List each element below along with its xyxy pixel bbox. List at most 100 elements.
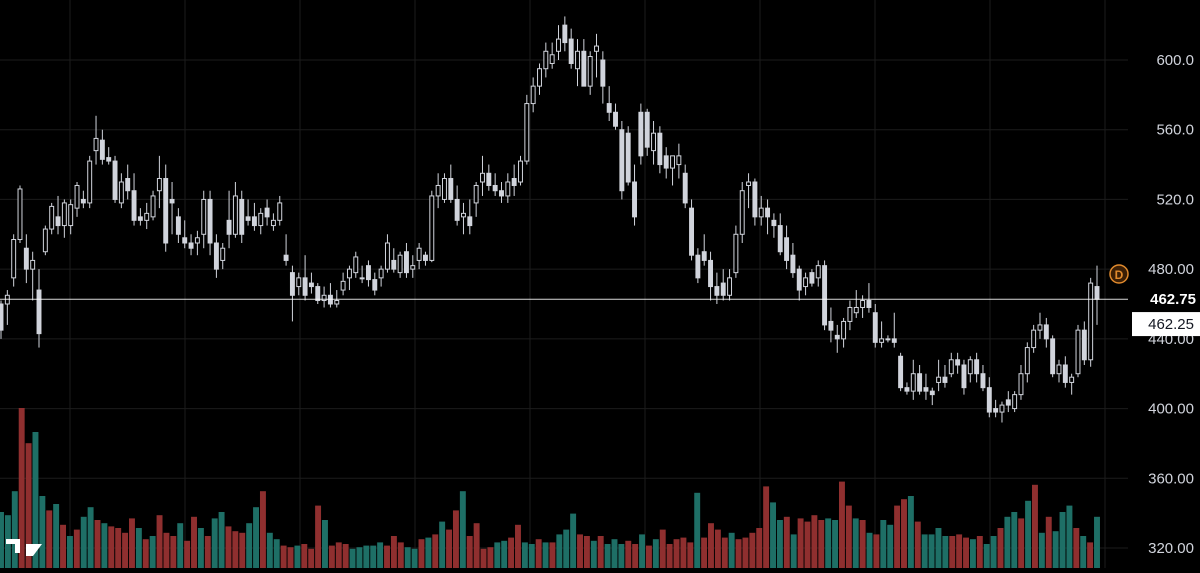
volume-bar xyxy=(60,524,67,568)
candle xyxy=(739,182,745,243)
candle xyxy=(397,251,403,278)
candle xyxy=(429,190,435,263)
volume-bar xyxy=(618,544,625,568)
candle-body xyxy=(885,338,891,341)
volume-bar xyxy=(556,534,563,568)
volume-bar xyxy=(294,545,301,568)
candle xyxy=(961,359,967,395)
candle xyxy=(537,63,542,95)
volume-bar xyxy=(487,547,494,568)
candle-body xyxy=(410,265,416,270)
candle xyxy=(1018,365,1024,400)
volume-bar xyxy=(232,531,239,568)
candle-body xyxy=(473,184,479,204)
volume-bar xyxy=(32,432,39,568)
candle-body xyxy=(201,198,207,235)
candle xyxy=(752,178,758,226)
candle xyxy=(17,185,23,243)
dividend-marker[interactable]: D xyxy=(1109,264,1129,284)
candle-body xyxy=(879,338,885,343)
candle xyxy=(251,202,257,231)
candle-body xyxy=(815,265,821,279)
volume-bar xyxy=(838,481,845,568)
volume-bar xyxy=(639,534,646,568)
volume-bar xyxy=(701,537,708,568)
candle xyxy=(695,248,701,284)
dividend-marker-label: D xyxy=(1115,268,1124,282)
candle-body xyxy=(169,198,175,204)
candle xyxy=(296,272,302,296)
volume-bar xyxy=(577,534,583,568)
tradingview-logo[interactable]: TV xyxy=(0,0,42,556)
volume-bar xyxy=(411,548,418,568)
candle xyxy=(720,269,726,301)
volume-bar xyxy=(87,507,94,568)
volume-bar xyxy=(266,532,273,568)
candle-body xyxy=(391,259,397,270)
candle xyxy=(99,129,105,165)
candle-body xyxy=(556,38,561,52)
volume-bar xyxy=(1066,505,1073,568)
candle-body xyxy=(378,268,384,279)
volume-bar xyxy=(142,539,149,568)
candle xyxy=(847,300,853,331)
candle xyxy=(175,208,181,243)
candle-body xyxy=(42,228,48,253)
volume-bar xyxy=(645,545,652,568)
candle-body xyxy=(632,181,637,218)
candle xyxy=(11,234,17,287)
volume-bar xyxy=(515,524,521,568)
candle-body xyxy=(49,205,55,230)
price-tick-label: 400.00 xyxy=(1148,401,1194,418)
candle xyxy=(986,377,992,418)
candle-body xyxy=(11,239,17,279)
candle xyxy=(587,51,593,95)
volume-bar xyxy=(894,505,901,568)
candle xyxy=(841,317,847,348)
candle-body xyxy=(809,272,815,284)
volume-bar xyxy=(253,507,260,568)
candle-body xyxy=(860,300,866,308)
volume-bar xyxy=(1018,518,1025,568)
candle xyxy=(803,272,809,296)
volume-bar xyxy=(907,496,914,568)
candle xyxy=(936,359,942,392)
volume-bar xyxy=(708,523,714,568)
candle xyxy=(461,202,466,235)
volume-bar xyxy=(694,492,701,568)
candle xyxy=(125,164,131,200)
candle-body xyxy=(657,132,663,166)
grid-lines xyxy=(0,0,1128,568)
candle xyxy=(955,352,961,374)
candle-body xyxy=(36,289,42,335)
candle-body xyxy=(543,50,549,70)
candle-body xyxy=(93,137,99,152)
candle xyxy=(80,190,86,209)
volume-bar xyxy=(914,521,921,568)
volume-bar xyxy=(1045,516,1052,568)
price-axis[interactable]: 320.00360.00400.00440.00480.00520.0560.0… xyxy=(1148,52,1194,557)
volume-bar xyxy=(1073,528,1080,568)
volume-bar xyxy=(18,408,25,568)
volume-bar xyxy=(73,529,80,568)
candle-body xyxy=(866,300,872,308)
candle xyxy=(505,173,511,203)
dividend-icon[interactable] xyxy=(1109,264,1129,284)
candle xyxy=(1012,391,1018,413)
volume-bar xyxy=(825,518,832,568)
candle xyxy=(784,225,790,270)
candle xyxy=(30,251,36,301)
candle xyxy=(518,155,523,186)
candle-body xyxy=(251,216,257,227)
candle xyxy=(549,42,555,69)
candle-body xyxy=(891,338,897,343)
candle-body xyxy=(403,251,409,274)
candle-body xyxy=(163,178,169,244)
volume-bar xyxy=(370,545,377,568)
candle xyxy=(137,208,143,226)
candle-body xyxy=(834,334,840,340)
candle-body xyxy=(524,103,530,162)
candle xyxy=(923,373,929,400)
